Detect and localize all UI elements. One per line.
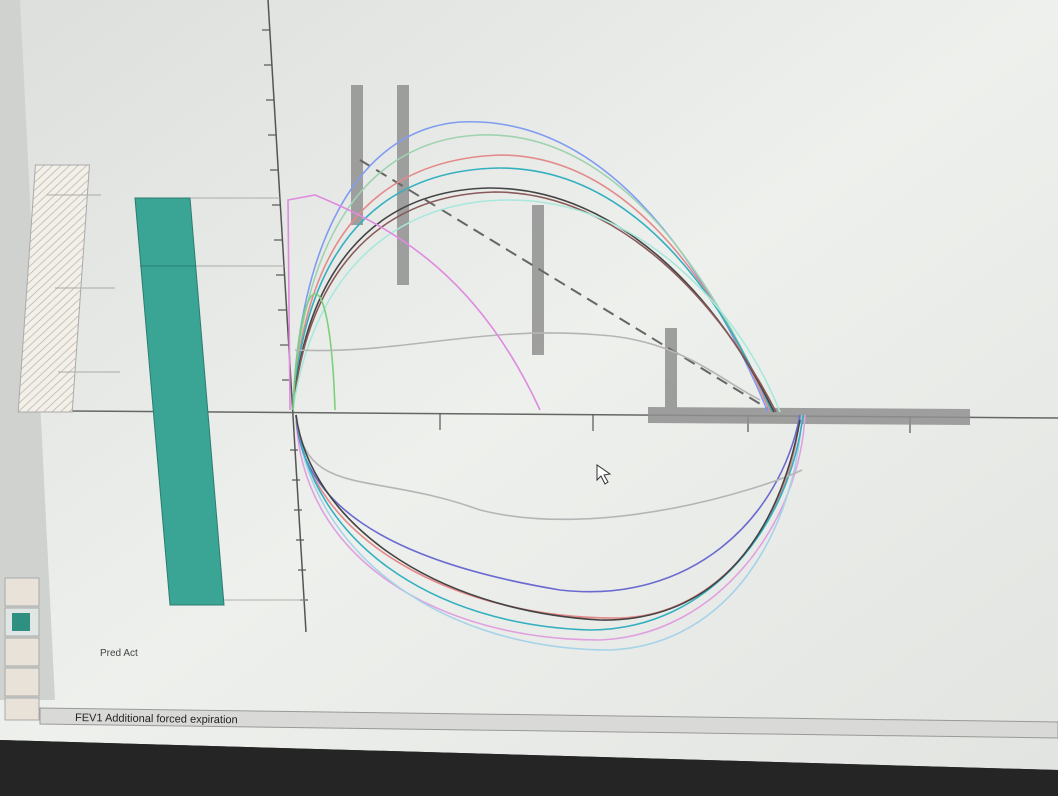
actual-bar — [134, 197, 225, 606]
bezel — [0, 740, 1058, 796]
display — [0, 0, 1058, 770]
mouse-cursor — [596, 464, 612, 485]
predicted-line — [359, 159, 771, 411]
status-text: FEV1 Additional forced expiration — [75, 712, 238, 726]
tool-button[interactable] — [4, 577, 40, 607]
tool-icon — [12, 613, 30, 631]
legend-label: Pred Act — [100, 648, 138, 659]
tool-button[interactable] — [4, 637, 40, 667]
tool-button[interactable] — [4, 697, 40, 721]
tool-button[interactable] — [4, 667, 40, 697]
status-bar — [39, 707, 1058, 739]
toolbar — [4, 577, 40, 721]
loops — [287, 121, 806, 651]
predicted-bar-lines — [47, 194, 120, 373]
y-axis — [267, 0, 307, 633]
